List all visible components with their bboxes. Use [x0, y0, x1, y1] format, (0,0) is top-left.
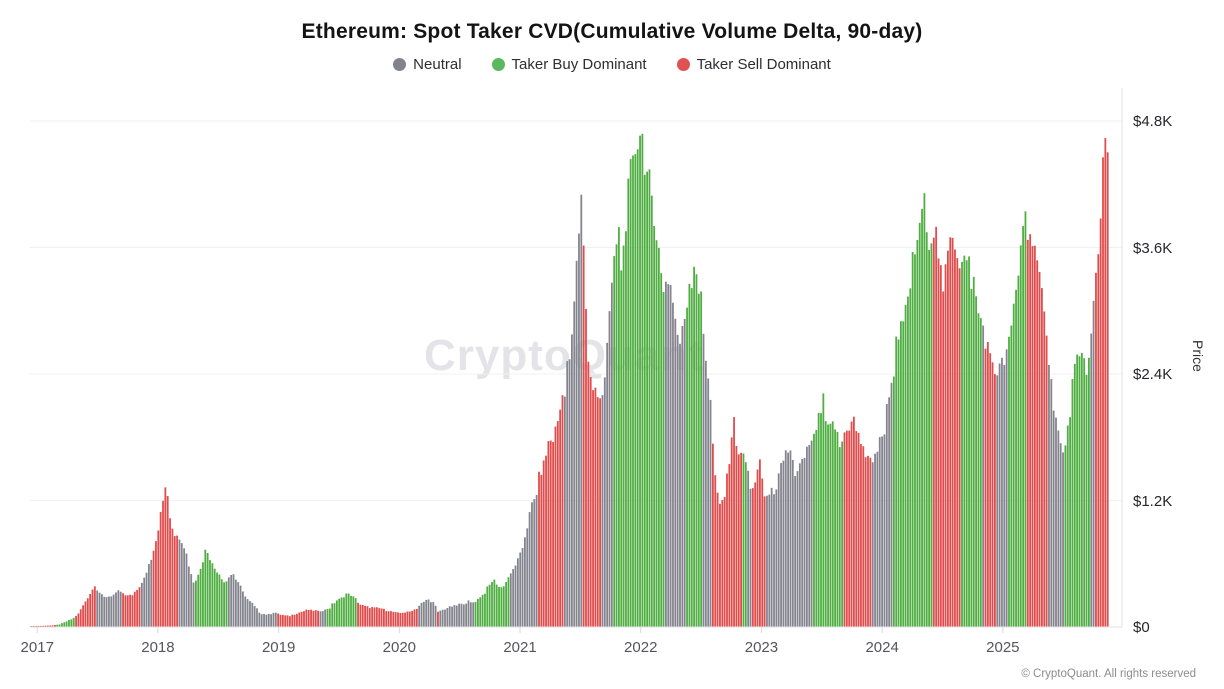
legend-label: Taker Sell Dominant [696, 56, 831, 73]
y-axis-label: $0 [1133, 619, 1150, 636]
legend-item-neutral[interactable]: Neutral [393, 56, 462, 73]
x-axis-label: 2023 [744, 639, 779, 656]
x-axis-label: 2025 [986, 639, 1020, 656]
price-bars [30, 133, 1109, 628]
legend-label: Taker Buy Dominant [511, 56, 647, 73]
x-axis-label: 2019 [261, 639, 296, 656]
y-axis-label: $4.8K [1133, 113, 1173, 130]
taker-sell-dot-icon [676, 58, 690, 71]
taker-buy-dot-icon [491, 58, 505, 71]
x-axis-label: 2024 [865, 639, 899, 656]
legend-item-taker-sell[interactable]: Taker Sell Dominant [676, 56, 831, 73]
y-axis-label: $1.2K [1133, 492, 1173, 510]
y-axis-label: $2.4K [1133, 366, 1173, 383]
legend-label: Neutral [413, 56, 462, 73]
x-axis-label: 2017 [20, 639, 54, 656]
chart-legend: Neutral Taker Buy Dominant Taker Sell Do… [0, 56, 1224, 73]
neutral-dot-icon [393, 58, 407, 71]
x-axis-label: 2021 [503, 639, 537, 656]
legend-item-taker-buy[interactable]: Taker Buy Dominant [491, 56, 647, 73]
x-axis-label: 2018 [141, 639, 175, 656]
y-axis-title: Price [1190, 340, 1206, 372]
page-title: Ethereum: Spot Taker CVD(Cumulative Volu… [301, 20, 923, 43]
x-axis-label: 2022 [624, 639, 658, 656]
x-axis-label: 2020 [382, 639, 417, 656]
copyright-notice: © CryptoQuant. All rights reserved [1021, 668, 1196, 680]
y-axis-label: $3.6K [1133, 239, 1173, 257]
